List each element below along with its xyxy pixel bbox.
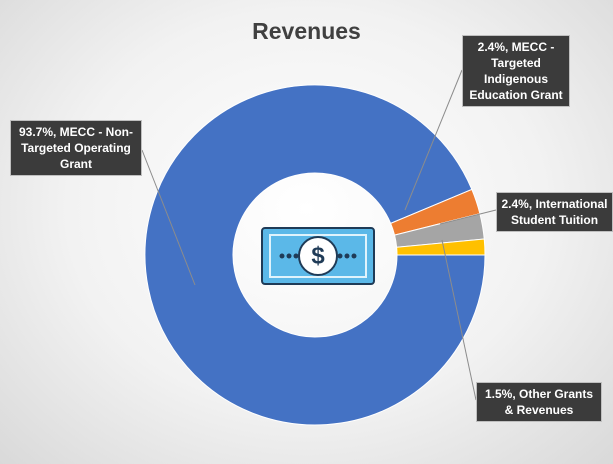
data-label: 2.4%, International Student Tuition <box>496 192 613 232</box>
slice <box>396 238 486 256</box>
data-label: 93.7%, MECC - Non-Targeted Operating Gra… <box>10 120 142 176</box>
chart-title: Revenues <box>252 18 361 44</box>
svg-text:$: $ <box>311 242 325 269</box>
leader-line <box>404 69 463 211</box>
slice <box>144 84 486 426</box>
data-label: 1.5%, Other Grants & Revenues <box>476 382 602 422</box>
leader-line <box>141 149 196 286</box>
data-label: 2.4%, MECC - Targeted Indigenous Educati… <box>462 35 570 107</box>
money-icon: $ <box>261 227 375 285</box>
leader-line <box>439 209 497 225</box>
leader-line <box>441 239 477 401</box>
